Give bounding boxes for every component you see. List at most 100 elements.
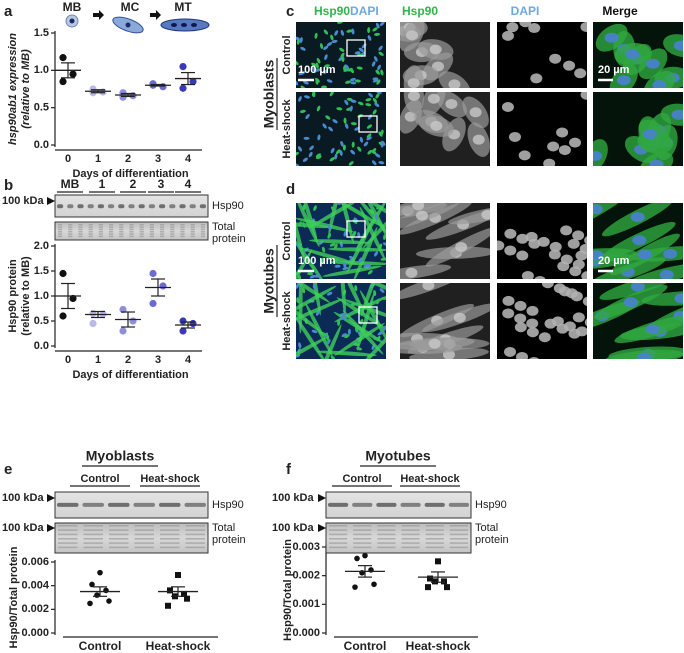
error-bar (181, 71, 195, 86)
nucleus-icon (191, 23, 197, 27)
y-axis-label: hsp90ab1 expression (7, 33, 19, 145)
blot-smear (160, 235, 165, 238)
y-tick-label: 0.5 (34, 315, 49, 327)
cell (356, 66, 363, 70)
cell (349, 77, 356, 82)
nucleus (547, 141, 560, 152)
cell (368, 92, 374, 98)
data-point (165, 602, 171, 609)
blot-band (82, 502, 104, 507)
blot-smear (449, 525, 468, 527)
nucleus (632, 235, 647, 246)
nucleus (556, 127, 569, 138)
blot-band (97, 204, 104, 209)
data-point (149, 299, 157, 308)
fiber (322, 265, 382, 277)
cell (322, 123, 327, 129)
cell (309, 274, 316, 279)
y-tick-label: 0.002 (292, 570, 320, 582)
nucleus (560, 225, 573, 236)
blot-smear (68, 231, 73, 233)
panel-letter: a (4, 3, 13, 20)
cell (315, 62, 319, 69)
blot-smear (139, 235, 144, 238)
blot-smear (180, 226, 185, 228)
nucleus (557, 261, 570, 272)
cell (340, 316, 347, 320)
lane-label: 2 (130, 177, 137, 191)
nucleus (472, 134, 485, 145)
blot-band (138, 204, 145, 209)
blot-smear (83, 525, 103, 527)
blot-image (54, 491, 209, 519)
blot-smear (109, 235, 114, 238)
cell (328, 126, 333, 132)
condition-label: Control (281, 35, 293, 74)
error-bar (181, 321, 195, 329)
nucleus (543, 158, 556, 166)
blot-smear (353, 546, 372, 549)
nucleus (567, 238, 580, 249)
blot-smear (180, 224, 185, 226)
nucleus (404, 111, 417, 122)
blot-smear (160, 226, 165, 228)
x-tick-label: 3 (155, 153, 161, 165)
nucleus (448, 79, 461, 88)
blot-smear (98, 224, 103, 226)
data-point (362, 552, 368, 559)
blot-smear (134, 538, 154, 540)
blot-smear (185, 546, 205, 549)
blot-smear (377, 529, 396, 531)
cell (314, 32, 318, 39)
fiber (360, 283, 382, 317)
cell (330, 34, 334, 41)
marker-arrow (318, 524, 326, 532)
nucleus (541, 283, 554, 289)
micrograph-content (400, 92, 490, 157)
cell (334, 243, 338, 250)
fiber (340, 283, 346, 317)
blot-smear (109, 233, 114, 235)
nucleus (674, 293, 683, 304)
blot-band (189, 204, 196, 209)
blot-band (67, 204, 74, 209)
cell (321, 257, 325, 264)
fiber (334, 322, 385, 356)
nucleus (502, 295, 515, 306)
cell (377, 64, 381, 71)
cell (376, 79, 381, 85)
blot-smear (160, 533, 180, 536)
blot-smear (180, 233, 185, 235)
inset-box (346, 39, 366, 57)
blot-smear (58, 533, 78, 536)
x-tick-label: Heat-shock (146, 639, 211, 653)
cell (334, 30, 339, 36)
blot-smear (449, 529, 468, 531)
blot-band (169, 204, 176, 209)
blot-smear (353, 533, 372, 536)
cell (373, 56, 378, 62)
blot-smear (185, 533, 205, 536)
x-tick-label: Control (79, 639, 122, 653)
data-point (352, 584, 358, 590)
cell (311, 329, 318, 334)
data-point (179, 63, 187, 71)
blot-smear (58, 228, 63, 231)
cell (301, 287, 306, 294)
cell (350, 149, 356, 155)
fiber (354, 283, 386, 299)
blot-smear (329, 542, 348, 544)
y-tick-label: 0.002 (21, 603, 49, 615)
cell (311, 92, 316, 97)
cell (305, 113, 310, 120)
cell (367, 269, 373, 275)
data-point (149, 269, 157, 278)
blot-band (108, 502, 130, 507)
cell (339, 149, 343, 156)
blot-smear (139, 226, 144, 228)
data-point (179, 327, 187, 335)
blot-smear (134, 533, 154, 536)
cell (363, 141, 369, 147)
blot-smear (449, 533, 468, 536)
cell (367, 27, 371, 34)
